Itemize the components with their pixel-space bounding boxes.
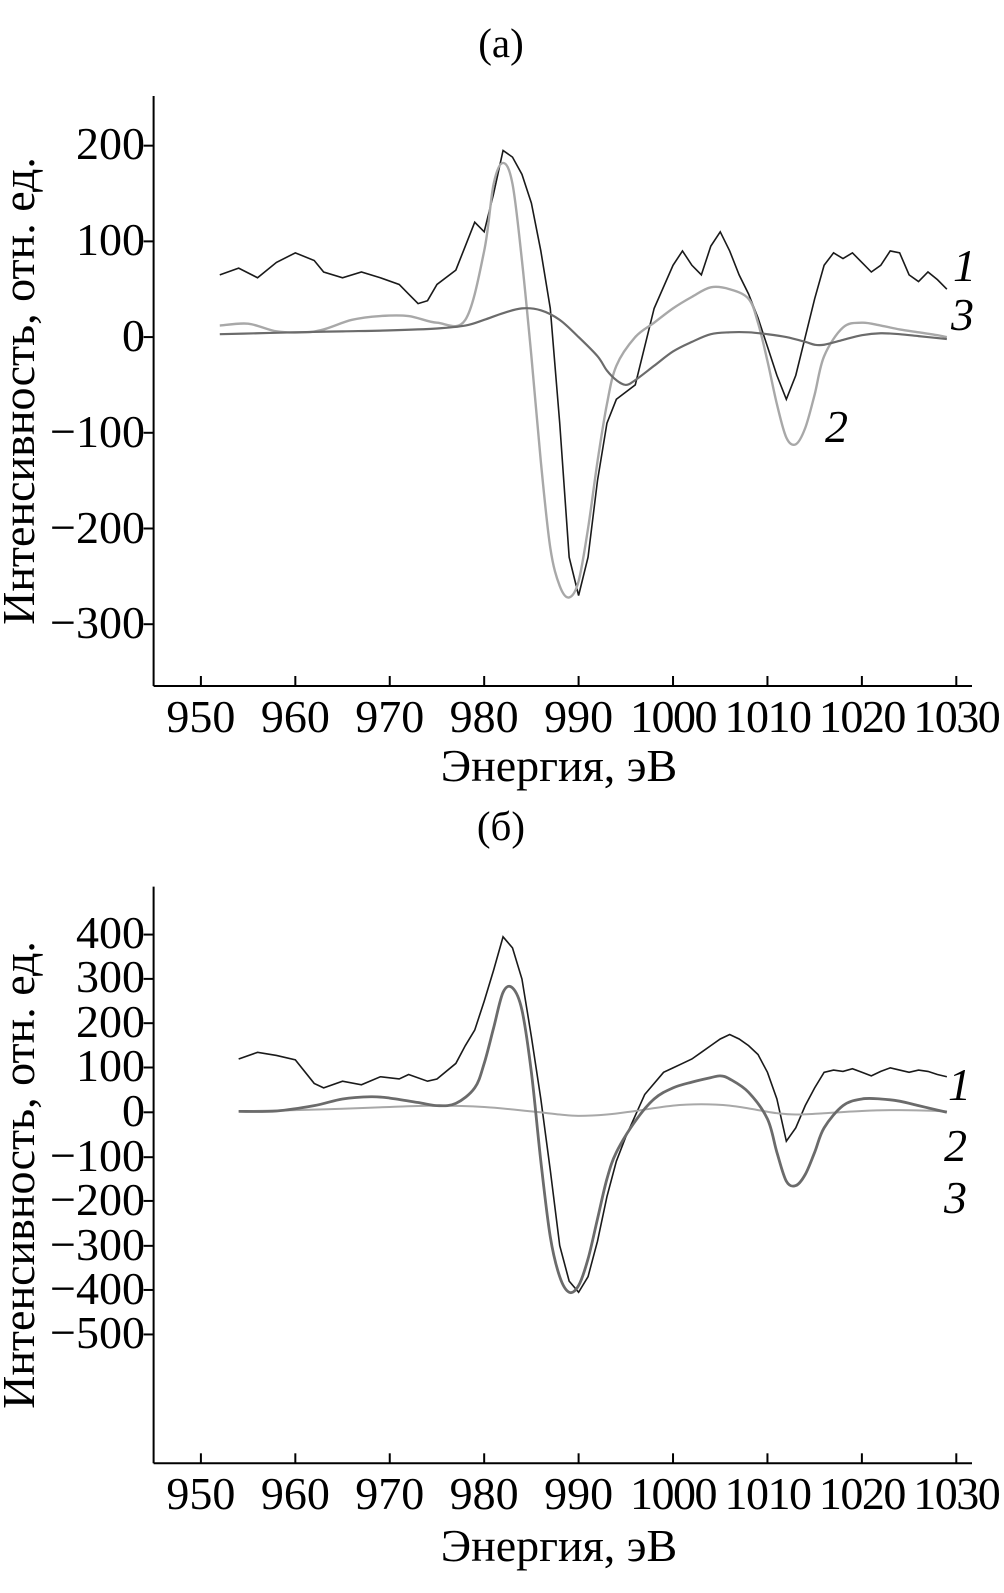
- svg-text:1: 1: [953, 240, 976, 291]
- svg-text:Энергия, эВ: Энергия, эВ: [441, 740, 677, 791]
- svg-text:990: 990: [544, 691, 613, 742]
- svg-text:−100: −100: [50, 406, 145, 457]
- svg-text:−300: −300: [50, 597, 145, 648]
- svg-text:(a): (a): [478, 20, 524, 66]
- svg-text:0: 0: [122, 310, 145, 361]
- svg-text:1010: 1010: [724, 691, 811, 742]
- svg-text:1020: 1020: [819, 1468, 906, 1519]
- svg-text:3: 3: [950, 289, 974, 340]
- svg-text:−200: −200: [50, 1174, 145, 1225]
- svg-text:1000: 1000: [630, 691, 717, 742]
- svg-text:970: 970: [355, 691, 424, 742]
- svg-text:2: 2: [944, 1120, 967, 1171]
- svg-text:1: 1: [948, 1059, 971, 1110]
- svg-text:970: 970: [355, 1468, 424, 1519]
- svg-text:960: 960: [261, 1468, 330, 1519]
- svg-text:(б): (б): [477, 803, 525, 849]
- svg-text:−500: −500: [50, 1307, 145, 1358]
- svg-text:100: 100: [76, 214, 145, 265]
- svg-text:2: 2: [825, 401, 848, 452]
- svg-text:1030: 1030: [913, 691, 1000, 742]
- svg-text:300: 300: [76, 951, 145, 1002]
- svg-text:1030: 1030: [913, 1468, 1000, 1519]
- svg-text:200: 200: [76, 118, 145, 169]
- svg-text:1000: 1000: [630, 1468, 717, 1519]
- svg-text:1010: 1010: [724, 1468, 811, 1519]
- svg-text:990: 990: [544, 1468, 613, 1519]
- svg-text:980: 980: [450, 1468, 519, 1519]
- svg-text:1020: 1020: [819, 691, 906, 742]
- svg-text:Энергия, эВ: Энергия, эВ: [441, 1520, 677, 1571]
- svg-text:950: 950: [166, 691, 235, 742]
- svg-text:960: 960: [261, 691, 330, 742]
- svg-text:0: 0: [122, 1085, 145, 1136]
- svg-text:Интенсивность, отн. ед.: Интенсивность, отн. ед.: [0, 941, 44, 1409]
- svg-text:950: 950: [166, 1468, 235, 1519]
- svg-text:Интенсивность, отн. ед.: Интенсивность, отн. ед.: [0, 157, 44, 625]
- svg-text:100: 100: [76, 1040, 145, 1091]
- svg-text:3: 3: [943, 1172, 967, 1223]
- svg-text:−200: −200: [50, 502, 145, 553]
- svg-text:980: 980: [450, 691, 519, 742]
